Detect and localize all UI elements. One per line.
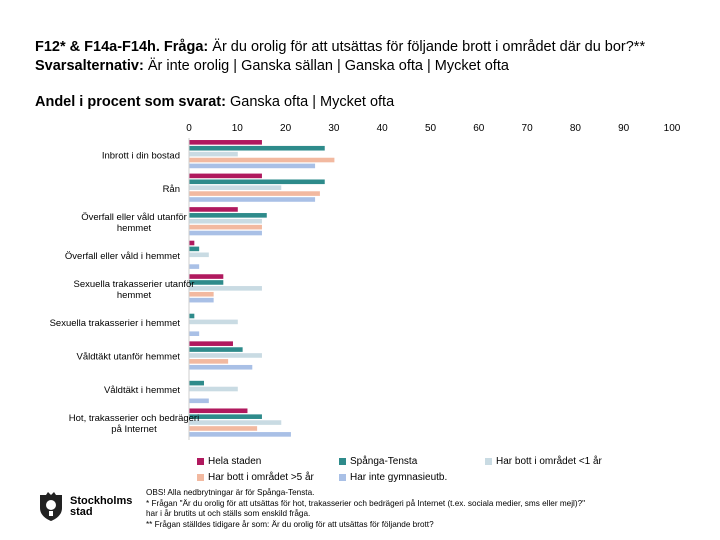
bar: [189, 218, 262, 224]
subtitle-text: Ganska ofta | Mycket ofta: [225, 94, 395, 110]
bar: [189, 297, 214, 303]
footnote-line: ** Frågan ställdes tidigare år som: Är d…: [146, 519, 434, 529]
footnote-line: * Frågan "Är du orolig för att utsättas …: [146, 498, 586, 508]
bar: [189, 353, 262, 358]
bar: [189, 191, 320, 196]
bar: [189, 380, 204, 386]
bar: [189, 185, 282, 190]
logo-text: Stockholms stad: [70, 496, 132, 518]
legend-swatch: [339, 458, 346, 465]
legend-label: Har inte gymnasieutb.: [350, 472, 448, 483]
bar: [189, 319, 238, 325]
title-answers-text: Är inte orolig | Ganska sällan | Ganska …: [143, 58, 509, 74]
x-tick-label: 10: [232, 123, 244, 134]
bar: [189, 286, 262, 291]
bar: [189, 420, 282, 425]
bar: [189, 364, 253, 370]
bar: [189, 426, 258, 431]
category-label: Våldtäkt utanför hemmet: [77, 352, 181, 363]
bar: [189, 341, 233, 346]
legend-swatch: [197, 474, 204, 481]
bar: [189, 246, 200, 252]
legend-swatch: [485, 458, 492, 465]
city-crest-icon: [40, 492, 62, 521]
bar: [189, 408, 248, 414]
x-tick-label: 20: [280, 123, 292, 134]
legend-label: Har bott i området >5 år: [208, 472, 314, 483]
logo-line-2: stad: [70, 506, 93, 518]
bar: [189, 230, 262, 236]
legend-label: Har bott i området <1 år: [496, 456, 602, 467]
category-label: Sexuella trakasserier utanför hemmet: [74, 279, 195, 301]
category-label: Inbrott i din bostad: [102, 150, 180, 161]
legend-label: Hela staden: [208, 456, 262, 467]
category-label: Sexuella trakasserier i hemmet: [50, 318, 181, 329]
chart-subtitle: Andel i procent som svarat: Ganska ofta …: [35, 94, 394, 110]
bar: [189, 274, 224, 279]
x-tick-label: 40: [377, 123, 389, 134]
bar: [189, 386, 238, 392]
bar: [189, 179, 325, 185]
legend-item: Har bott i området <1 år: [485, 456, 602, 467]
bar: [189, 213, 267, 218]
x-tick-label: 80: [570, 123, 582, 134]
bar: [189, 252, 209, 258]
bar: [189, 173, 262, 179]
bar: [189, 140, 262, 145]
chart-title: F12* & F14a-F14h. Fråga: Är du orolig fö…: [35, 38, 685, 76]
category-label: Hot, trakasserier och bedrägeri på Intern…: [69, 413, 199, 435]
title-question-text: Är du orolig för att utsättas för följan…: [208, 39, 646, 55]
stockholm-logo: Stockholms stad: [36, 492, 132, 522]
bar: [189, 280, 224, 285]
bar: [189, 359, 229, 364]
legend-item: Spånga-Tensta: [339, 456, 417, 467]
category-label: Överfall eller våld utanför hemmet: [81, 212, 187, 234]
legend-item: Hela staden: [197, 456, 261, 467]
bar: [189, 347, 243, 352]
bar: [189, 414, 262, 419]
bar: [189, 224, 262, 230]
title-question-label: F12* & F14a-F14h. Fråga:: [35, 39, 209, 55]
x-tick-label: 50: [425, 123, 437, 134]
logo-line-1: Stockholms: [70, 495, 133, 507]
bar: [189, 331, 200, 337]
bar: [189, 398, 209, 404]
legend-item: Har inte gymnasieutb.: [339, 472, 447, 483]
bar: [189, 151, 238, 157]
x-tick-label: 100: [664, 123, 681, 134]
legend-swatch: [339, 474, 346, 481]
bar: [189, 432, 291, 437]
legend-label: Spånga-Tensta: [350, 456, 418, 467]
subtitle-label: Andel i procent som svarat:: [35, 94, 226, 110]
category-label: Rån: [163, 184, 180, 195]
legend-swatch: [197, 458, 204, 465]
x-tick-label: 60: [473, 123, 485, 134]
bar: [189, 197, 316, 202]
x-tick-label: 90: [618, 123, 630, 134]
footnote-line: har i år brutits ut och ställs som enski…: [146, 509, 311, 518]
title-answers-label: Svarsalternativ:: [35, 58, 144, 74]
bar: [189, 145, 325, 151]
footnote: OBS! Alla nedbrytningar är för Spånga-Te…: [146, 488, 716, 530]
bar: [189, 163, 316, 169]
category-label: Överfall eller våld i hemmet: [65, 251, 180, 262]
bar: [189, 264, 200, 269]
bar: [189, 207, 238, 212]
x-tick-label: 70: [522, 123, 534, 134]
bar: [189, 240, 195, 246]
bar: [189, 313, 195, 319]
legend-item: Har bott i området >5 år: [197, 472, 314, 483]
bar: [189, 157, 335, 163]
footnote-line: OBS! Alla nedbrytningar är för Spånga-Te…: [146, 488, 315, 497]
category-label: Våldtäkt i hemmet: [104, 385, 180, 396]
bar: [189, 291, 214, 297]
x-tick-label: 30: [328, 123, 340, 134]
x-tick-label: 0: [186, 123, 192, 134]
